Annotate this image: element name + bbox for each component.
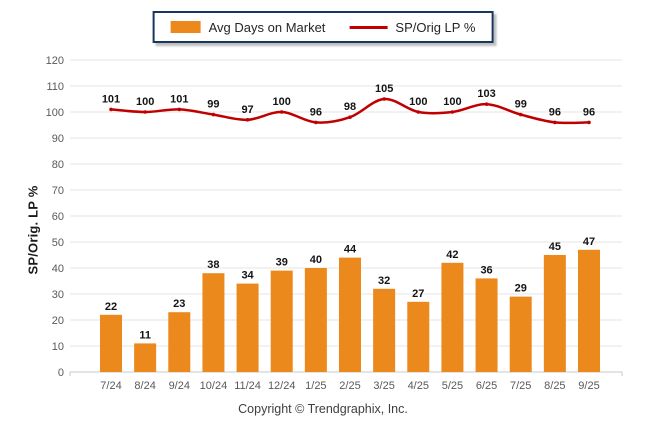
line-point xyxy=(211,112,216,117)
bar xyxy=(202,273,225,372)
line-point xyxy=(416,110,421,114)
bar-value-label: 38 xyxy=(207,259,219,271)
bar-value-label: 32 xyxy=(378,275,390,287)
line-value-label: 96 xyxy=(310,106,322,118)
bar-value-label: 40 xyxy=(310,254,322,266)
bar xyxy=(339,257,361,372)
x-tick-label: 10/24 xyxy=(200,380,228,392)
x-tick-label: 1/25 xyxy=(305,380,326,392)
bar xyxy=(168,312,191,372)
line-series-swatch xyxy=(349,25,388,29)
bar-value-label: 11 xyxy=(139,329,151,341)
bar xyxy=(475,278,498,372)
bar xyxy=(509,296,532,372)
line-point xyxy=(279,110,284,114)
bar-value-label: 22 xyxy=(105,301,117,313)
legend: Avg Days on Market SP/Orig LP % xyxy=(152,11,494,43)
y-tick-label: 20 xyxy=(52,315,64,327)
line-value-label: 98 xyxy=(344,101,356,113)
line-point xyxy=(314,120,318,125)
bar xyxy=(236,283,259,372)
line-value-label: 103 xyxy=(477,88,495,100)
line-point xyxy=(348,115,352,119)
x-tick-label: 9/25 xyxy=(578,380,599,392)
bar-value-label: 39 xyxy=(276,257,288,269)
y-tick-label: 40 xyxy=(52,263,64,275)
line-value-label: 96 xyxy=(583,106,595,118)
bar xyxy=(578,249,600,372)
line-value-label: 105 xyxy=(375,83,393,95)
line-point xyxy=(553,120,557,125)
line-value-label: 96 xyxy=(549,106,561,118)
y-tick-label: 100 xyxy=(46,107,64,119)
bar-value-label: 34 xyxy=(241,270,254,282)
y-tick-label: 70 xyxy=(52,185,64,197)
legend-label-bars: Avg Days on Market xyxy=(208,19,326,35)
line-value-label: 100 xyxy=(443,96,461,108)
bar-value-label: 45 xyxy=(549,241,561,253)
bar xyxy=(373,288,396,372)
bar-value-label: 42 xyxy=(446,249,458,261)
x-tick-label: 7/24 xyxy=(100,380,121,392)
line-point xyxy=(518,112,523,117)
line-point xyxy=(382,97,386,101)
x-tick-label: 6/25 xyxy=(476,380,497,392)
line-point xyxy=(484,102,489,106)
line-value-label: 100 xyxy=(273,96,291,108)
y-tick-label: 10 xyxy=(52,341,64,353)
bar-value-label: 27 xyxy=(412,288,424,300)
line-point xyxy=(177,107,182,112)
x-tick-label: 2/25 xyxy=(339,380,360,392)
x-tick-label: 4/25 xyxy=(408,380,429,392)
legend-item-bars: Avg Days on Market xyxy=(170,19,326,35)
y-tick-label: 90 xyxy=(52,133,64,145)
bar xyxy=(304,268,327,372)
bar xyxy=(441,262,464,372)
bar-value-label: 44 xyxy=(344,244,357,256)
bar-value-label: 23 xyxy=(173,298,185,310)
line-point xyxy=(450,110,455,114)
bar xyxy=(270,270,293,372)
y-tick-label: 60 xyxy=(52,211,64,223)
line-value-label: 100 xyxy=(409,96,427,108)
x-tick-label: 12/24 xyxy=(268,380,296,392)
bar xyxy=(407,301,430,372)
bar xyxy=(134,343,157,372)
x-tick-label: 5/25 xyxy=(442,380,463,392)
x-tick-label: 7/25 xyxy=(510,380,531,392)
line-value-label: 97 xyxy=(241,104,253,116)
bar-value-label: 29 xyxy=(515,283,527,295)
bar-value-label: 36 xyxy=(480,264,492,276)
legend-label-line: SP/Orig LP % xyxy=(395,19,476,35)
bar xyxy=(543,255,566,372)
legend-item-line: SP/Orig LP % xyxy=(349,20,475,35)
x-tick-label: 3/25 xyxy=(373,380,394,392)
copyright-text: Copyright © Trendgraphix, Inc. xyxy=(238,402,408,416)
y-tick-label: 120 xyxy=(46,55,64,67)
y-tick-label: 50 xyxy=(52,237,64,249)
bar-series-swatch xyxy=(170,21,201,33)
line-value-label: 101 xyxy=(102,93,120,105)
line-value-label: 100 xyxy=(136,96,154,108)
bar xyxy=(100,314,122,372)
y-tick-label: 80 xyxy=(52,159,64,171)
x-tick-label: 9/24 xyxy=(169,380,190,392)
line-point xyxy=(587,120,591,125)
y-tick-label: 110 xyxy=(46,81,64,93)
line-point xyxy=(143,110,147,114)
line-value-label: 99 xyxy=(207,99,219,111)
bar-value-label: 47 xyxy=(583,236,595,248)
x-tick-label: 8/24 xyxy=(134,380,155,392)
line-value-label: 101 xyxy=(170,93,188,105)
y-tick-label: 30 xyxy=(52,289,64,301)
line-point xyxy=(109,107,113,112)
y-tick-label: 0 xyxy=(58,367,64,379)
line-point xyxy=(245,118,250,122)
x-tick-label: 11/24 xyxy=(234,380,261,392)
x-tick-label: 8/25 xyxy=(544,380,565,392)
line-value-label: 99 xyxy=(515,99,527,111)
